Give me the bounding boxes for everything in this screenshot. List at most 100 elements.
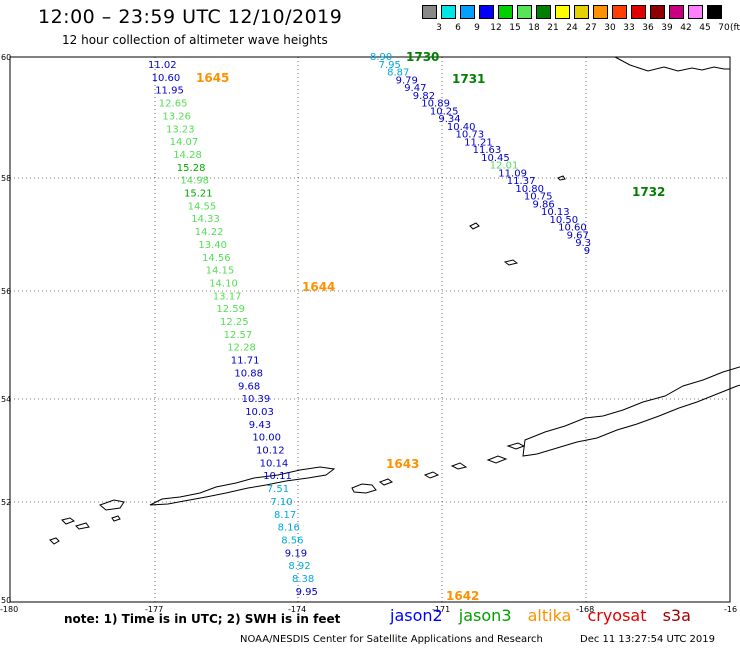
pass-time-label: 1644 xyxy=(302,280,335,294)
legend-label: 42 xyxy=(680,23,692,33)
wave-height-value: 9.34 xyxy=(438,114,460,125)
wave-height-value: 9.43 xyxy=(249,420,271,431)
pribilof-islands xyxy=(469,175,566,266)
page-subtitle: 12 hour collection of altimeter wave hei… xyxy=(62,33,328,47)
legend-swatch-10 xyxy=(612,5,627,19)
legend-swatch-6 xyxy=(536,5,551,19)
lat-labels: 60 58 56 54 52 50 xyxy=(1,53,11,605)
coastline xyxy=(49,56,740,545)
wave-height-value: 10.25 xyxy=(430,106,459,117)
wave-height-value: 9.67 xyxy=(567,230,589,241)
wave-height-value: 8.90 xyxy=(370,52,392,63)
wave-height-value: 9.68 xyxy=(238,381,260,392)
wave-height-value: 10.11 xyxy=(263,471,292,482)
wave-height-value: 8.92 xyxy=(288,561,310,572)
legend-label: 39 xyxy=(661,23,673,33)
credit-text: NOAA/NESDIS Center for Satellite Applica… xyxy=(240,634,543,645)
legend-unit: (ft) xyxy=(730,23,740,33)
legend-swatch-11 xyxy=(631,5,646,19)
legend-label: 27 xyxy=(585,23,597,33)
wave-height-value: 8.38 xyxy=(292,574,314,585)
satellite-altika: altika xyxy=(527,606,572,625)
alaska-peninsula xyxy=(522,366,740,457)
legend-swatch-3 xyxy=(479,5,494,19)
lon-label: -168 xyxy=(576,605,594,614)
legend-swatch-1 xyxy=(441,5,456,19)
wave-height-value: 8.87 xyxy=(387,68,409,79)
wave-height-value: 13.26 xyxy=(162,111,191,122)
lat-label: 54 xyxy=(1,395,11,404)
wave-height-value: 10.60 xyxy=(152,73,181,84)
pass-time-label: 1732 xyxy=(632,185,665,199)
legend-swatch-9 xyxy=(593,5,608,19)
wave-height-value: 7.51 xyxy=(267,484,289,495)
wave-height-value: 12.57 xyxy=(224,330,253,341)
lon-label: -171 xyxy=(432,605,450,614)
legend-swatch-5 xyxy=(517,5,532,19)
wave-height-value: 10.89 xyxy=(421,99,450,110)
legend-label: 33 xyxy=(623,23,635,33)
wave-height-value: 8.16 xyxy=(278,523,300,534)
wave-height-value: 14.33 xyxy=(191,214,220,225)
graticule xyxy=(10,57,730,602)
legend-label: 70 xyxy=(718,23,730,33)
lat-label: 50 xyxy=(1,596,11,605)
lon-labels: -180 -177 -174 -171 -168 -16 xyxy=(0,605,737,614)
legend-label: 21 xyxy=(547,23,559,33)
legend-label: 3 xyxy=(436,23,442,33)
wave-height-value: 11.71 xyxy=(231,356,260,367)
legend-swatch-4 xyxy=(498,5,513,19)
wave-height-value: 10.14 xyxy=(260,458,289,469)
legend-swatch-12 xyxy=(650,5,665,19)
lat-label: 58 xyxy=(1,174,11,183)
legend-swatch-8 xyxy=(574,5,589,19)
legend-label: 9 xyxy=(474,23,480,33)
legend-swatch-7 xyxy=(555,5,570,19)
lon-label: -180 xyxy=(0,605,18,614)
wave-height-value: 10.45 xyxy=(481,153,510,164)
wave-height-value: 14.98 xyxy=(180,176,209,187)
wave-height-value: 9.86 xyxy=(533,199,555,210)
legend-label: 45 xyxy=(699,23,711,33)
wave-height-value: 14.15 xyxy=(206,266,235,277)
satellite-jason3: jason3 xyxy=(458,606,512,625)
legend-label: 36 xyxy=(642,23,654,33)
wave-height-value: 10.00 xyxy=(252,433,281,444)
wave-height-value: 9.3 xyxy=(575,238,591,249)
wave-height-value: 12.28 xyxy=(227,343,256,354)
lon-label: -174 xyxy=(288,605,306,614)
aleutian-islands-central xyxy=(149,466,336,506)
wave-height-value: 9.82 xyxy=(413,91,435,102)
satellite-legend: jason2 jason3 altika cryosat s3a xyxy=(390,606,702,625)
legend-swatch-2 xyxy=(460,5,475,19)
wave-height-value: 13.40 xyxy=(198,240,227,251)
legend-swatch-0 xyxy=(422,5,437,19)
legend-label: 18 xyxy=(528,23,540,33)
satellite-cryosat: cryosat xyxy=(587,606,647,625)
aleutian-islands-mid xyxy=(351,442,526,494)
wave-height-value: 13.17 xyxy=(213,291,242,302)
wave-height-value: 14.56 xyxy=(202,253,231,264)
lon-label: -16 xyxy=(724,605,737,614)
map-frame xyxy=(9,56,731,603)
page-title: 12:00 – 23:59 UTC 12/10/2019 xyxy=(38,6,343,28)
lat-label: 56 xyxy=(1,287,11,296)
pass-time-label: 1730 xyxy=(406,50,439,64)
wave-height-value: 10.88 xyxy=(234,368,263,379)
note-text: note: 1) Time is in UTC; 2) SWH is in fe… xyxy=(64,612,341,626)
wave-height-value: 10.73 xyxy=(456,130,485,141)
wave-height-value: 11.21 xyxy=(464,137,493,148)
wave-height-value: 14.22 xyxy=(195,227,224,238)
wave-height-value: 10.39 xyxy=(242,394,271,405)
wave-height-value: 10.03 xyxy=(245,407,274,418)
wave-height-value: 9.95 xyxy=(296,587,318,598)
wave-height-value: 8.17 xyxy=(274,510,296,521)
wave-height-value: 11.09 xyxy=(498,168,527,179)
wave-height-value: 12.01 xyxy=(490,161,519,172)
wave-height-value: 14.28 xyxy=(173,150,202,161)
wave-height-value: 10.12 xyxy=(256,446,285,457)
legend-label: 6 xyxy=(455,23,461,33)
wave-height-value: 11.02 xyxy=(148,60,177,71)
wave-height-value: 12.25 xyxy=(220,317,249,328)
